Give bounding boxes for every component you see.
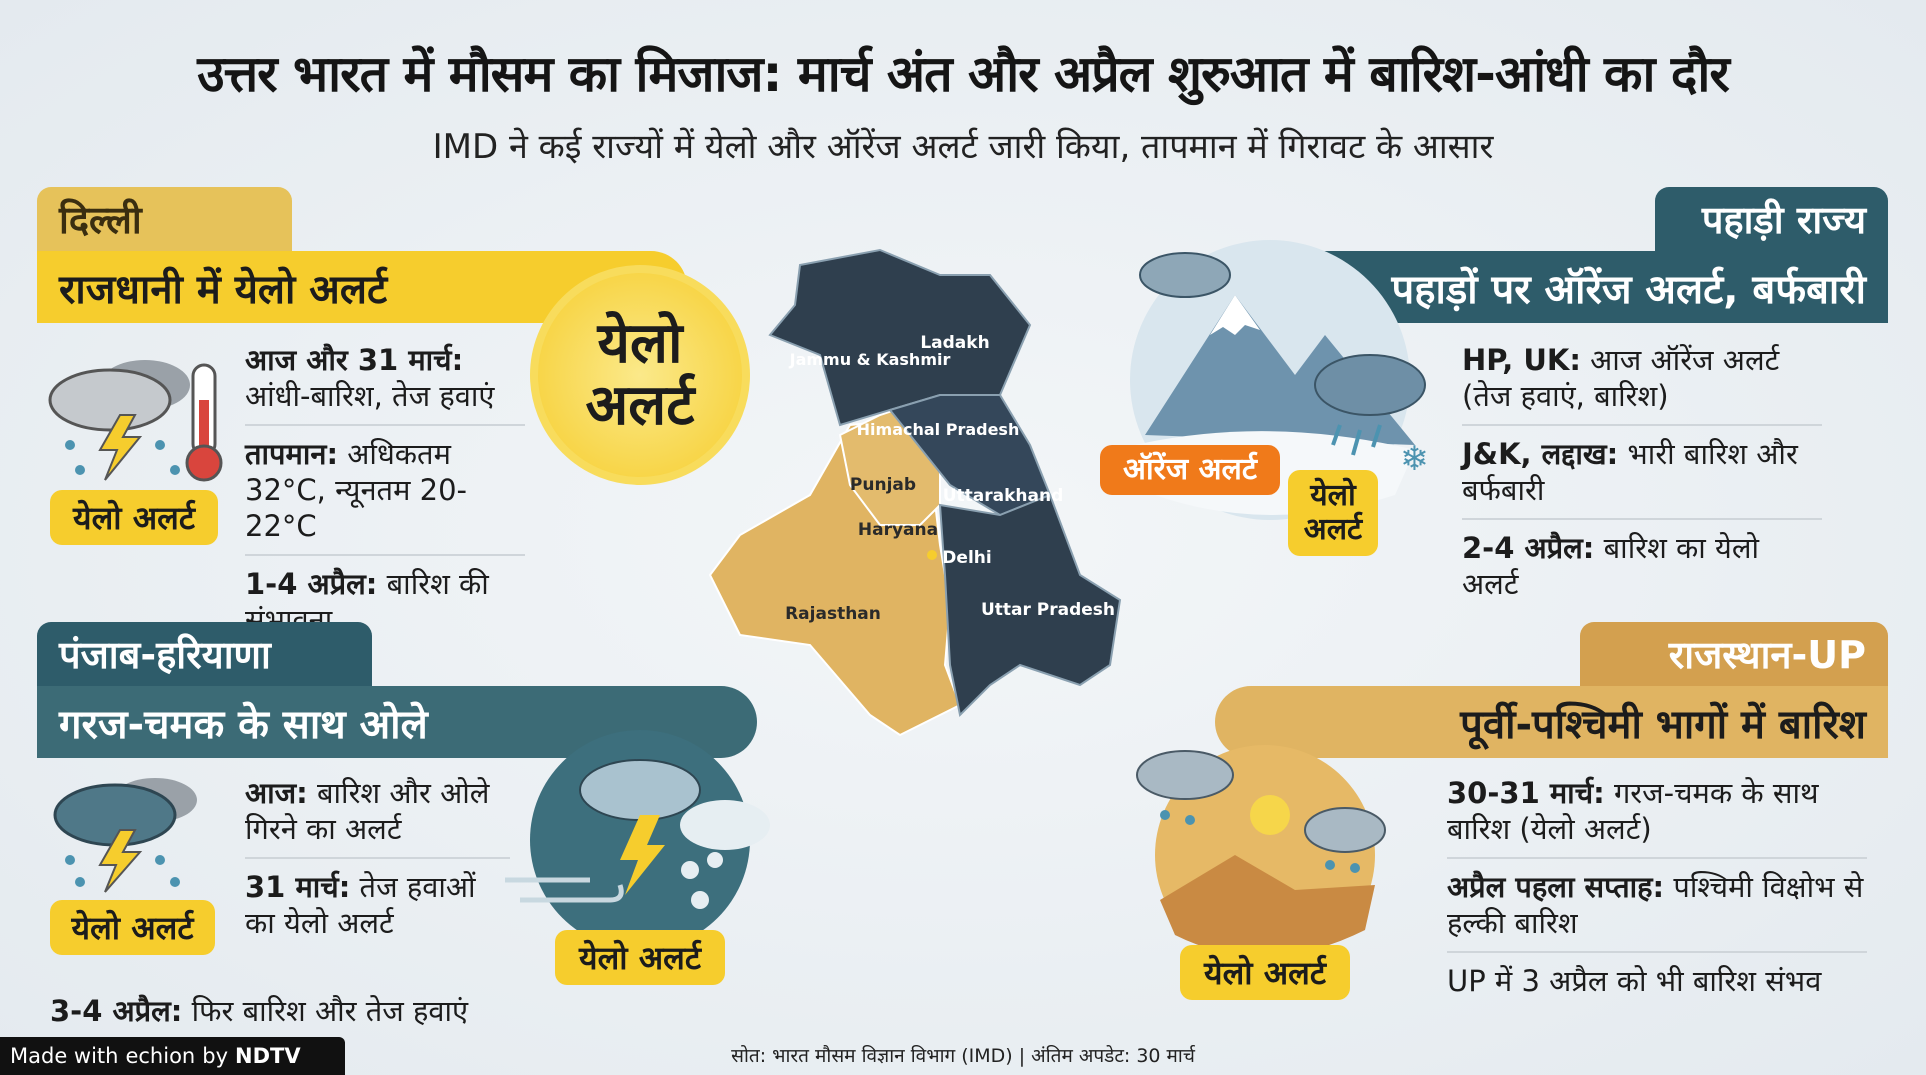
map-region-up — [938, 493, 1122, 718]
rajasthan-item: 30-31 मार्च: गरज-चमक के साथ बारिश (येलो … — [1447, 776, 1819, 846]
punjab-tag: पंजाब-हरियाणा — [37, 622, 372, 686]
punjab-item: आज: बारिश और ओले गिरने का अलर्ट — [245, 776, 490, 846]
delhi-yellow-alert-badge: येलो अलर्ट — [50, 490, 218, 545]
made-with-badge[interactable]: Made with echion by NDTV — [0, 1037, 345, 1075]
map-label-uttarakhand: Uttarakhand — [943, 486, 1064, 506]
map-label-rajasthan: Rajasthan — [785, 604, 881, 624]
echion-logo: echion — [125, 1044, 196, 1068]
orange-alert-badge: ऑरेंज अलर्ट — [1100, 445, 1280, 495]
delhi-item: तापमान: अधिकतम 32°C, न्यूनतम 20-22°C — [245, 437, 468, 543]
delhi-tag: दिल्ली — [37, 187, 292, 251]
rajasthan-yellow-alert-badge: येलो अलर्ट — [1180, 945, 1350, 1000]
rajasthan-item: अप्रैल पहला सप्ताह: पश्चिमी विक्षोभ से ह… — [1447, 870, 1864, 940]
delhi-big-yellow-alert: येलो अलर्ट — [530, 265, 750, 485]
rajasthan-details: 30-31 मार्च: गरज-चमक के साथ बारिश (येलो … — [1447, 775, 1867, 999]
punjab-details: आज: बारिश और ओले गिरने का अलर्ट 31 मार्च… — [245, 775, 510, 941]
page-title: उत्तर भारत में मौसम का मिजाज: मार्च अंत … — [197, 45, 1730, 103]
source-note: सोत: भारत मौसम विज्ञान विभाग (IMD) | अंत… — [731, 1045, 1195, 1067]
rajasthan-tag: राजस्थान-UP — [1580, 622, 1888, 686]
punjab-circle-yellow-alert-badge: येलो अलर्ट — [555, 930, 725, 985]
punjab-extra-item: 3-4 अप्रैल: फिर बारिश और तेज हवाएं — [50, 994, 469, 1028]
map-label-himachal: Himachal Pradesh — [857, 420, 1020, 439]
rajasthan-item: UP में 3 अप्रैल को भी बारिश संभव — [1447, 964, 1822, 998]
map-region-himachal-uttarakhand — [888, 394, 1052, 517]
delhi-details: आज और 31 मार्च: आंधी-बारिश, तेज हवाएं ता… — [245, 342, 525, 638]
hills-tag: पहाड़ी राज्य — [1655, 187, 1888, 251]
delhi-marker — [927, 550, 937, 560]
delhi-item: आज और 31 मार्च: आंधी-बारिश, तेज हवाएं — [245, 343, 495, 413]
map-label-punjab: Punjab — [850, 475, 916, 495]
north-india-map: Ladakh Jammu & Kashmir Himachal Pradesh … — [708, 248, 1122, 737]
desert-rain-icon — [1136, 745, 1386, 965]
hills-item: 2-4 अप्रैल: बारिश का येलो अलर्ट — [1462, 531, 1759, 601]
punjab-header: गरज-चमक के साथ ओले — [37, 686, 757, 758]
map-label-ladakh: Ladakh — [920, 333, 989, 353]
hills-item: J&K, लद्दाख: भारी बारिश और बर्फबारी — [1462, 437, 1798, 507]
page-subtitle: IMD ने कई राज्यों में येलो और ऑरेंज अलर्… — [432, 127, 1494, 167]
map-label-delhi: Delhi — [942, 548, 991, 568]
hills-header: पहाड़ों पर ऑरेंज अलर्ट, बर्फबारी — [1240, 251, 1888, 323]
map-label-up: Uttar Pradesh — [981, 600, 1115, 620]
punjab-item: 31 मार्च: तेज हवाओं का येलो अलर्ट — [245, 870, 476, 940]
snowflake-icon: ❄ — [1400, 439, 1429, 479]
hills-details: HP, UK: आज ऑरेंज अलर्ट (तेज हवाएं, बारिश… — [1462, 342, 1822, 602]
rajasthan-header: पूर्वी-पश्चिमी भागों में बारिश — [1215, 686, 1888, 758]
ndtv-logo: NDTV — [235, 1044, 301, 1068]
map-label-haryana: Haryana — [858, 520, 938, 540]
hills-item: HP, UK: आज ऑरेंज अलर्ट (तेज हवाएं, बारिश… — [1462, 343, 1780, 413]
hail-storm-icon — [53, 778, 197, 893]
punjab-yellow-alert-badge: येलो अलर्ट — [50, 900, 215, 955]
delhi-item: 1-4 अप्रैल: बारिश की संभावना — [245, 567, 489, 637]
hills-yellow-alert-badge: येलो अलर्ट — [1288, 470, 1378, 556]
wind-icon — [505, 730, 770, 950]
map-label-jk: Jammu & Kashmir — [789, 350, 951, 369]
storm-cloud-icon — [48, 360, 223, 482]
